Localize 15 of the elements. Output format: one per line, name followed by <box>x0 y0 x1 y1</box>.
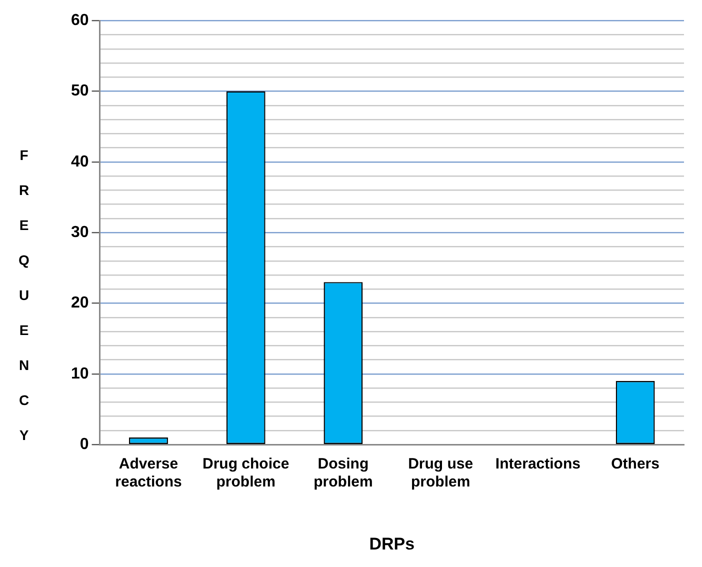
x-axis-title: DRPs <box>369 534 415 554</box>
x-tick-label: Drug choice problem <box>202 456 290 491</box>
y-tick-label: 10 <box>71 365 89 382</box>
y-tick-label: 30 <box>71 224 89 242</box>
x-tick-label: Drug use problem <box>408 456 474 491</box>
y-tick-label: 20 <box>71 294 89 312</box>
y-tick-label: 0 <box>80 436 89 454</box>
text: FREQUENCY <box>18 147 30 443</box>
y-tick-label: 60 <box>71 12 89 30</box>
y-tick-label: 50 <box>71 82 89 100</box>
x-tick-label: Others <box>611 456 660 473</box>
x-tick-label: Interactions <box>495 456 580 473</box>
x-tick-label: Adverse reactions <box>115 456 182 491</box>
x-tick-label: Dosing problem <box>314 456 373 491</box>
y-tick-label: 40 <box>71 153 89 170</box>
